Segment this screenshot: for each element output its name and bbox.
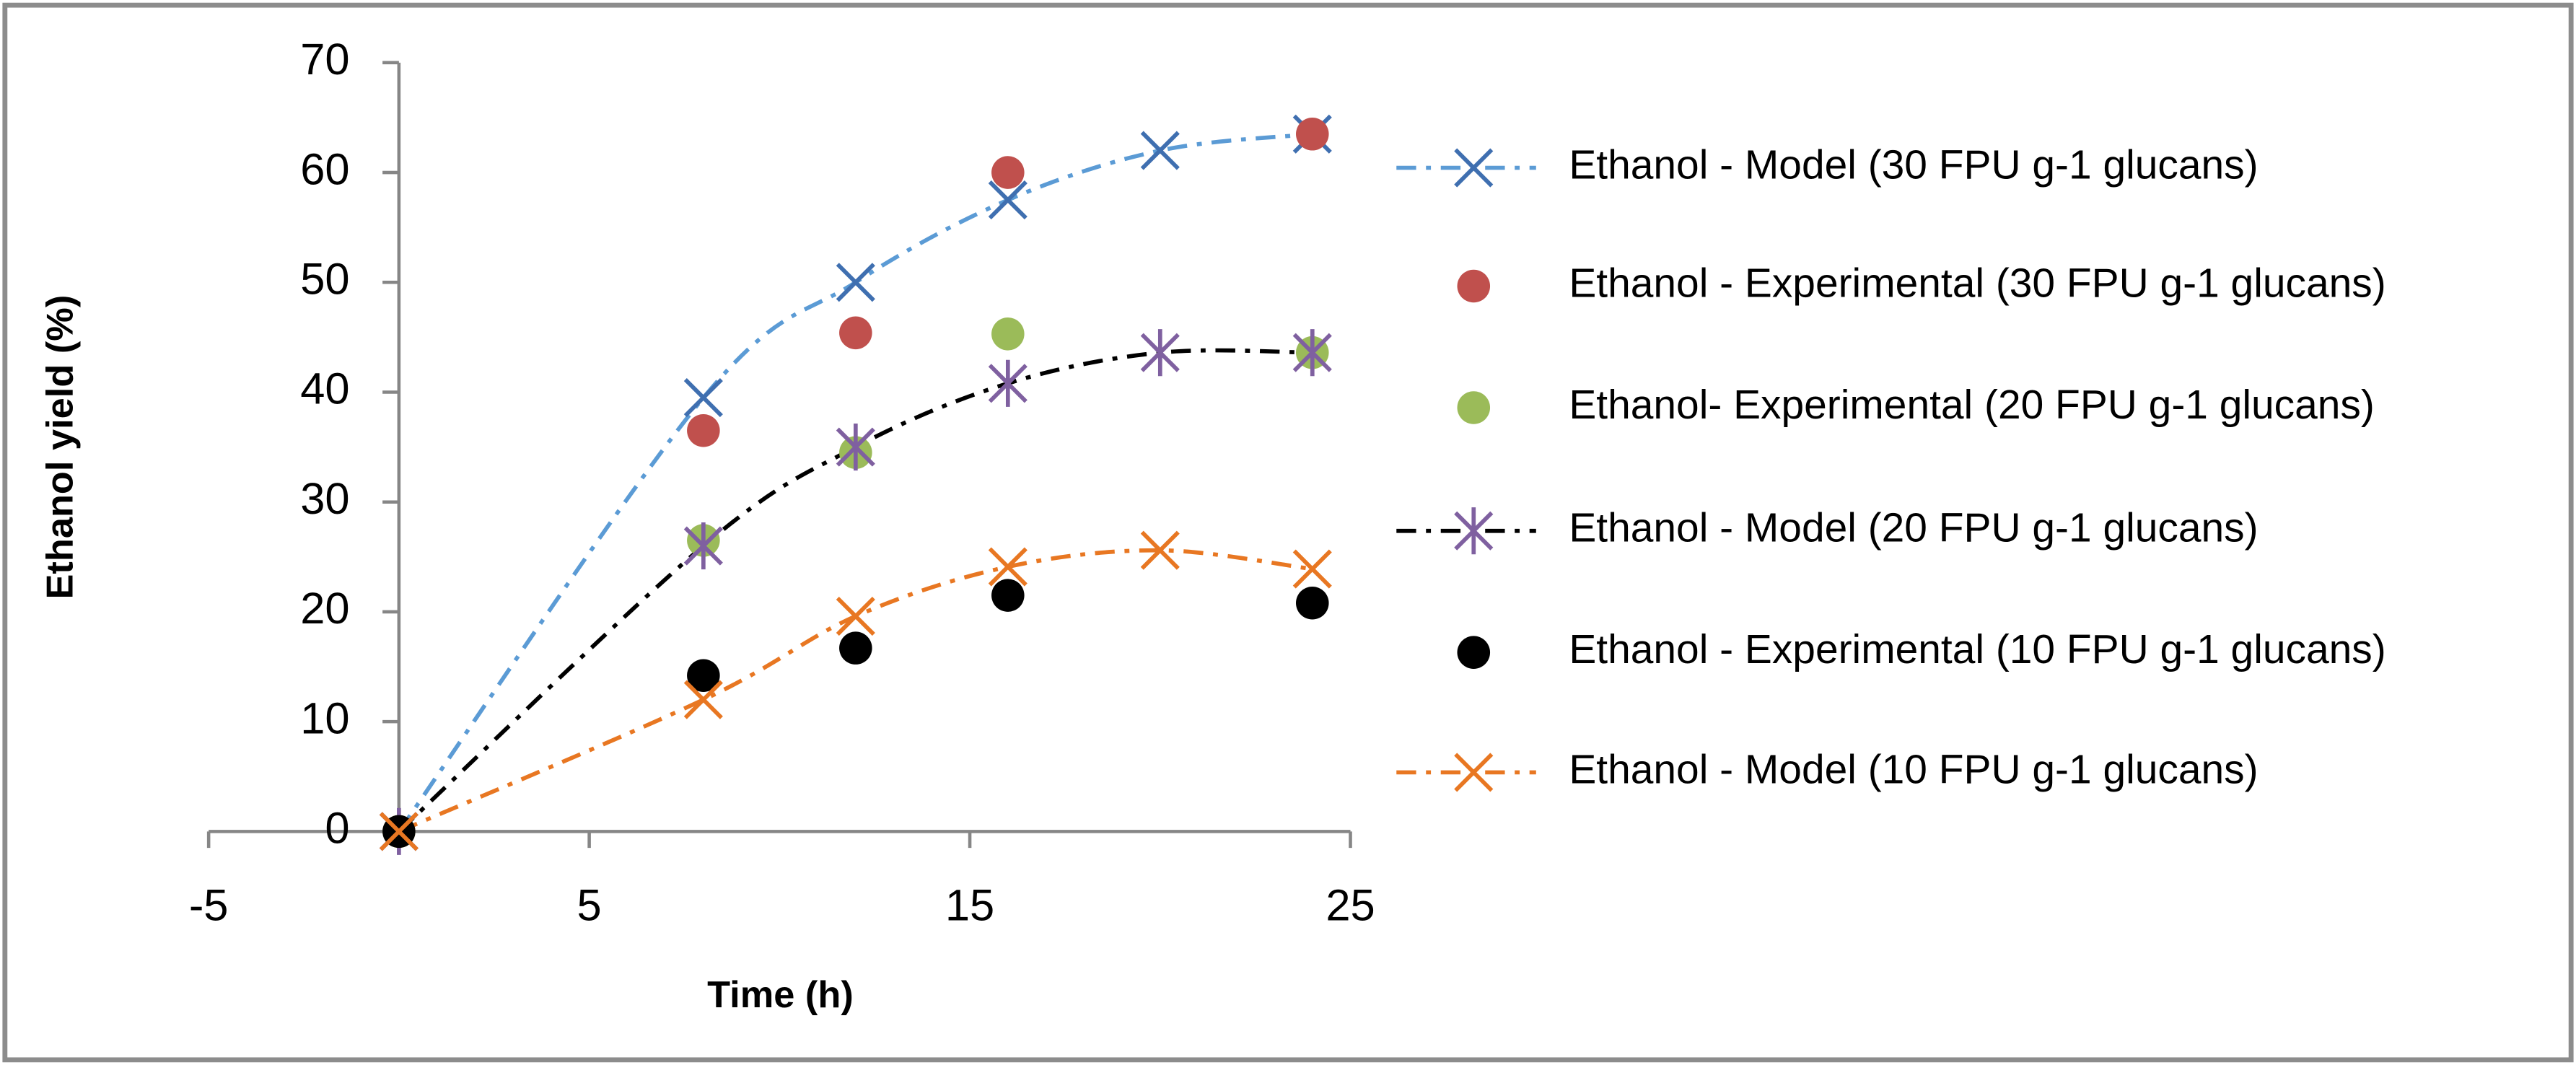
legend-marker — [1457, 636, 1491, 669]
y-tick-label: 0 — [325, 804, 349, 854]
data-point — [988, 547, 1028, 587]
data-point — [839, 316, 872, 350]
data-point — [683, 680, 723, 719]
y-tick-label: 50 — [300, 255, 349, 304]
x-tick-label: 15 — [945, 881, 994, 931]
y-tick-label: 20 — [300, 584, 349, 634]
data-point — [683, 522, 723, 570]
y-tick-label: 60 — [300, 144, 349, 194]
legend-marker — [1454, 507, 1494, 555]
y-tick-label: 30 — [300, 474, 349, 524]
series-line — [398, 548, 1313, 833]
data-point — [1140, 329, 1180, 377]
data-point — [836, 263, 875, 302]
legend-marker — [1454, 753, 1494, 792]
data-point — [991, 579, 1025, 612]
data-point — [836, 596, 875, 636]
x-tick-label: 25 — [1326, 881, 1375, 931]
y-axis-title: Ethanol yield (%) — [39, 295, 81, 600]
legend-label: Ethanol - Model (30 FPU g-1 glucans) — [1569, 142, 2258, 188]
data-point — [988, 359, 1028, 407]
data-point — [1292, 329, 1332, 377]
data-point — [836, 424, 875, 471]
legend-marker — [1457, 391, 1491, 424]
legend-label: Ethanol - Model (20 FPU g-1 glucans) — [1569, 505, 2258, 551]
data-point — [1296, 118, 1329, 151]
data-point — [839, 631, 872, 665]
legend-label: Ethanol - Experimental (10 FPU g-1 gluca… — [1569, 626, 2386, 672]
data-point — [683, 378, 723, 418]
legend-marker — [1454, 148, 1494, 188]
data-point — [1296, 586, 1329, 620]
x-tick-label: -5 — [189, 881, 229, 931]
y-tick-label: 10 — [300, 693, 349, 743]
legend-label: Ethanol - Experimental (30 FPU g-1 gluca… — [1569, 260, 2386, 307]
data-point — [991, 317, 1025, 351]
data-point — [379, 812, 419, 851]
data-point — [991, 156, 1025, 189]
data-point — [1292, 549, 1332, 589]
legend-label: Ethanol - Model (10 FPU g-1 glucans) — [1569, 746, 2258, 792]
y-tick-label: 40 — [300, 364, 349, 414]
x-tick-label: 5 — [577, 881, 602, 931]
legend-label: Ethanol- Experimental (20 FPU g-1 glucan… — [1569, 382, 2375, 428]
legend-marker — [1457, 269, 1491, 303]
data-point — [988, 180, 1028, 220]
x-axis-title: Time (h) — [707, 974, 854, 1016]
data-point — [687, 659, 720, 692]
data-point — [1140, 530, 1180, 570]
data-point — [1140, 131, 1180, 170]
y-tick-label: 70 — [300, 35, 349, 84]
data-point — [687, 414, 720, 447]
